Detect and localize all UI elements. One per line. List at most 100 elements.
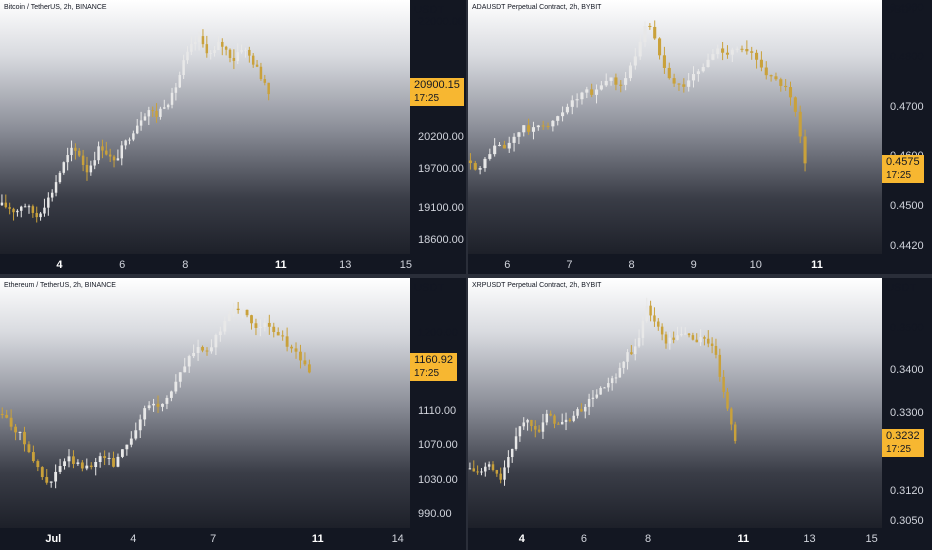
candle <box>599 80 603 91</box>
time-tick: 11 <box>737 533 750 545</box>
candle <box>575 93 579 108</box>
candle <box>135 119 139 135</box>
candle <box>556 115 560 126</box>
currency-label: USDT <box>414 4 444 16</box>
price-tick: 1030.00 <box>418 473 458 486</box>
price-axis-eth[interactable]: USDT 1200.00 1110.00 1070.00 1030.00 990.00 1… <box>410 278 466 528</box>
candle <box>169 390 173 402</box>
candle <box>20 205 23 218</box>
candle <box>699 329 702 346</box>
candle <box>510 448 514 463</box>
time-tick: 4 <box>56 259 63 271</box>
candle <box>36 459 40 472</box>
candle <box>201 29 205 48</box>
time-tick: 8 <box>182 259 189 271</box>
candle <box>531 121 536 140</box>
candle <box>54 464 58 489</box>
candle <box>138 414 142 438</box>
candle <box>687 332 691 338</box>
candle <box>50 189 54 202</box>
candle <box>668 332 672 350</box>
chart-panel-ada[interactable]: ADAUSDT Perpetual Contract, 2h, BYBIT <box>468 0 882 254</box>
candle <box>134 422 138 441</box>
candle <box>14 424 18 441</box>
candle <box>648 23 652 30</box>
candle <box>70 140 73 162</box>
currency-label: USDT <box>414 282 444 294</box>
candle <box>703 335 706 346</box>
price-axis-btc[interactable]: USDT 22000.00 20200.00 19700.00 19100.00 186… <box>410 0 466 254</box>
candle <box>105 141 108 156</box>
candle <box>250 314 253 330</box>
candle <box>182 54 185 80</box>
candle <box>294 342 298 359</box>
time-axis-ada[interactable]: 6 7 8 9 10 11 <box>468 254 882 274</box>
candle <box>557 421 560 425</box>
candle <box>603 386 606 389</box>
candle <box>214 333 218 356</box>
candle <box>630 345 633 355</box>
candle <box>120 449 124 459</box>
candle <box>590 83 594 98</box>
candle <box>147 401 151 411</box>
price-tick: 19100.00 <box>418 201 464 214</box>
candle <box>240 44 243 54</box>
time-tick: 4 <box>130 533 137 545</box>
chart-title: ADAUSDT Perpetual Contract, 2h, BYBIT <box>472 4 602 11</box>
chart-panel-eth[interactable]: Ethereum / TetherUS, 2h, BINANCE <box>0 278 410 528</box>
candle <box>80 460 84 472</box>
candle <box>170 87 174 109</box>
time-axis-btc[interactable]: 4 6 8 11 13 15 <box>0 254 412 274</box>
candle <box>120 141 124 166</box>
candle <box>604 73 608 87</box>
candle <box>223 316 227 335</box>
candle <box>614 73 618 91</box>
candle <box>209 49 212 60</box>
candle <box>714 338 718 359</box>
candle <box>74 143 77 160</box>
candle <box>205 35 209 58</box>
candle <box>103 450 107 466</box>
chart-panel-xrp[interactable]: XRPUSDT Perpetual Contract, 2h, BYBIT <box>468 278 882 528</box>
candle <box>263 74 267 86</box>
price-axis-ada[interactable]: USDT 0.49000.48000.47000.46000.45000.442… <box>882 0 932 254</box>
candle <box>541 120 545 130</box>
time-tick: 6 <box>504 259 511 271</box>
candle <box>502 140 506 149</box>
price-axis-xrp[interactable]: USDT 0.3500 0.3400 0.3300 0.3120 0.3050 0.323… <box>882 278 932 528</box>
candle <box>85 458 89 471</box>
candle <box>633 338 637 361</box>
candle <box>730 47 734 63</box>
candle <box>23 203 27 208</box>
time-tick: 6 <box>119 259 126 271</box>
time-tick: 10 <box>749 259 762 271</box>
candle <box>232 302 236 317</box>
candle <box>89 462 93 470</box>
candle <box>78 148 81 158</box>
candle <box>81 149 85 172</box>
candles-xrp <box>468 297 737 486</box>
bar-countdown: 17:25 <box>886 443 912 455</box>
candle <box>161 403 164 412</box>
candle <box>649 300 652 322</box>
time-axis-eth[interactable]: Jul 4 7 11 14 <box>0 528 410 548</box>
candle <box>507 450 510 474</box>
horizontal-divider[interactable] <box>0 274 932 278</box>
candle <box>537 425 541 433</box>
candle <box>303 352 307 367</box>
candle <box>587 393 591 416</box>
last-price: 1160.92 <box>414 353 453 366</box>
currency-label: USDT <box>886 4 916 16</box>
chart-panel-btc[interactable]: Bitcoin / TetherUS, 2h, BINANCE <box>0 0 410 254</box>
time-axis-xrp[interactable]: 4 6 8 11 13 15 <box>468 528 882 548</box>
candle <box>16 209 19 217</box>
candle <box>89 160 93 176</box>
candle <box>0 194 4 206</box>
candle <box>39 211 42 221</box>
candle <box>657 318 660 331</box>
candle <box>784 79 788 91</box>
candle <box>174 374 178 394</box>
time-tick: 13 <box>803 533 816 545</box>
candle <box>276 327 280 336</box>
candle <box>660 323 664 341</box>
